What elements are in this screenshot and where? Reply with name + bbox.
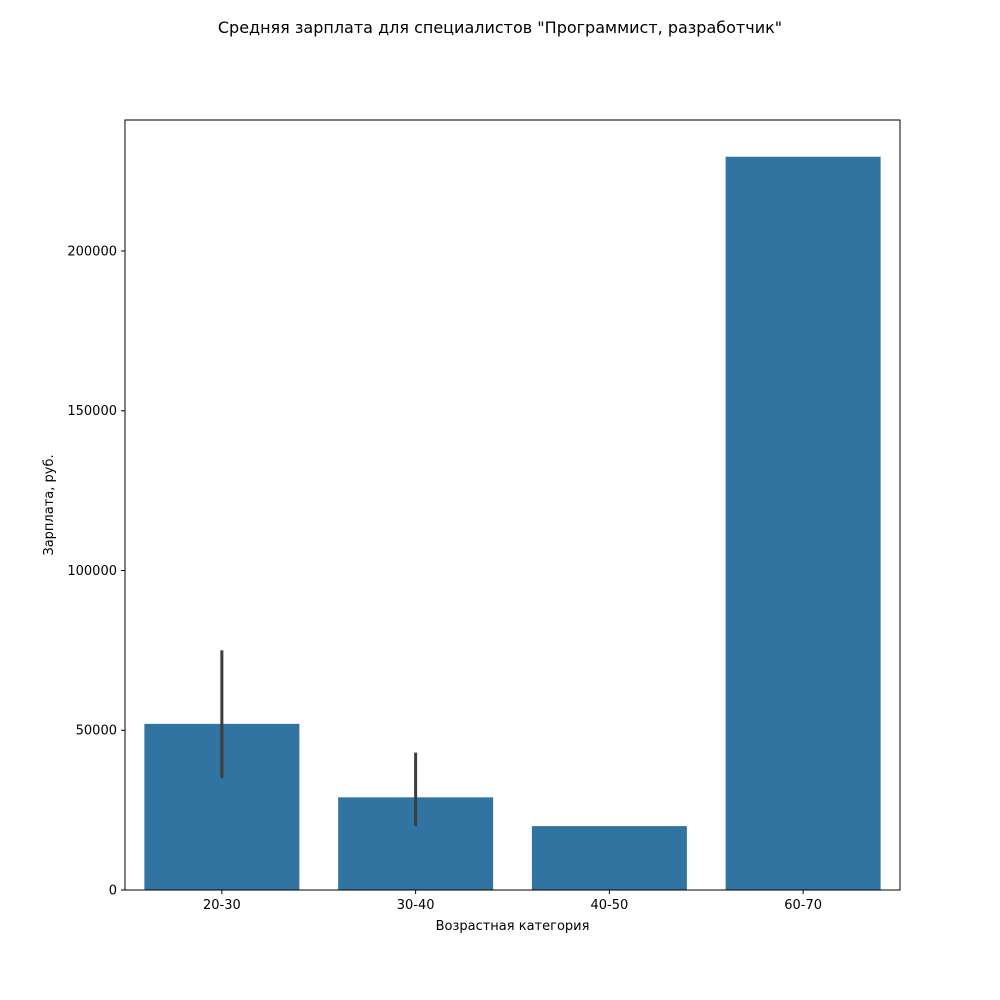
y-axis: 0 50000 100000 150000 200000 <box>67 244 125 899</box>
x-tick-label: 30-40 <box>397 898 435 913</box>
x-tick-label: 60-70 <box>784 898 822 913</box>
y-tick-label: 100000 <box>67 564 117 579</box>
bars-layer <box>144 156 881 890</box>
y-tick-label: 150000 <box>67 404 117 419</box>
y-axis-label: Зарплата, руб. <box>42 454 57 555</box>
chart-title: Средняя зарплата для специалистов "Прогр… <box>217 18 783 37</box>
y-tick-label: 50000 <box>76 724 117 739</box>
y-tick-label: 0 <box>109 884 117 899</box>
bar-60-70 <box>725 156 881 890</box>
error-bars-layer <box>220 650 418 827</box>
x-axis-label: Возрастная категория <box>436 919 590 934</box>
y-tick-label: 200000 <box>67 244 117 259</box>
x-tick-label: 40-50 <box>590 898 628 913</box>
plot-frame <box>124 119 901 891</box>
bar-40-50 <box>531 826 687 890</box>
x-tick-label: 20-30 <box>203 898 241 913</box>
x-axis: 20-30 30-40 40-50 60-70 <box>203 890 822 913</box>
